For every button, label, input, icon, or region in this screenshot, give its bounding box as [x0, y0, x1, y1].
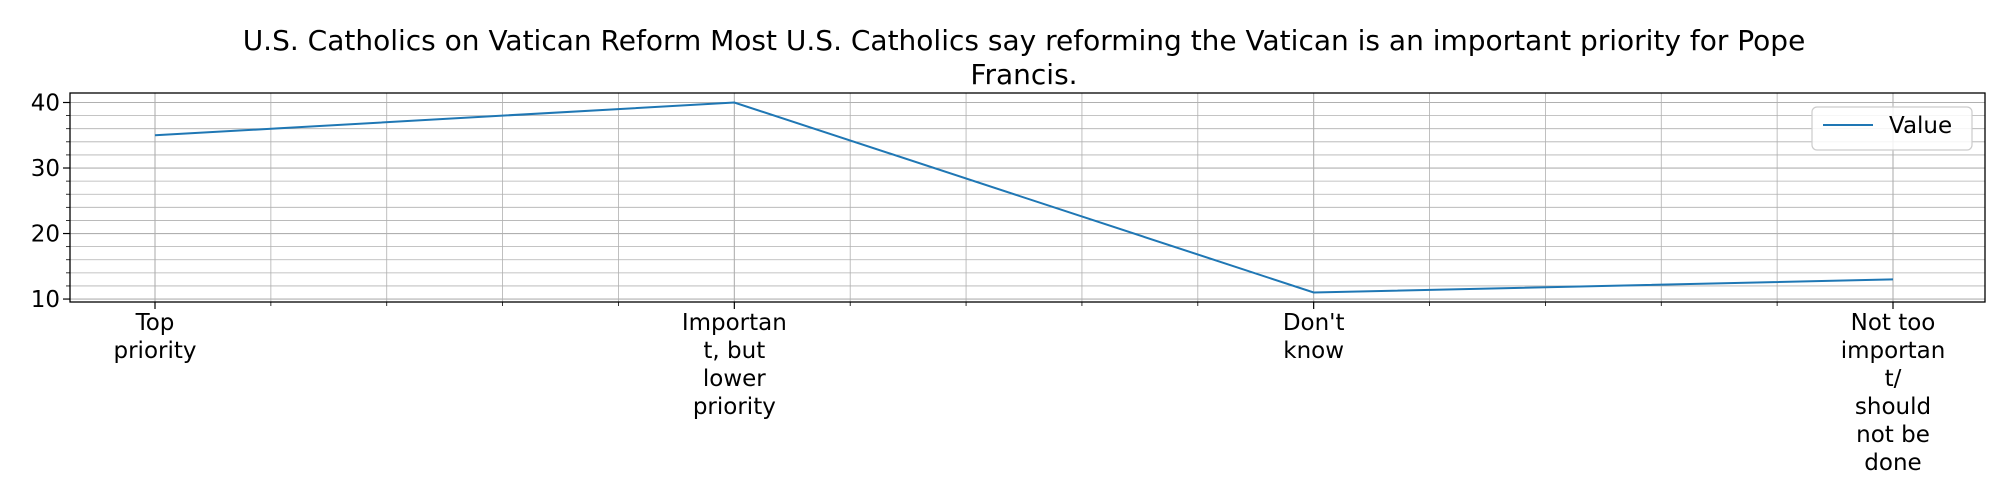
- chart-title-line: U.S. Catholics on Vatican Reform Most U.…: [243, 24, 1806, 57]
- series-group: [154, 101, 1894, 294]
- x-tick-label: should: [1855, 394, 1931, 420]
- x-tick-label: t/: [1885, 366, 1902, 392]
- x-tick-label: priority: [114, 338, 197, 364]
- chart-title: U.S. Catholics on Vatican Reform Most U.…: [243, 24, 1806, 91]
- y-tick-label: 40: [31, 91, 60, 117]
- series-line-value: [154, 101, 1894, 294]
- x-tick-label: Top: [135, 310, 175, 336]
- x-tick-label: lower: [703, 366, 766, 392]
- x-tick-label: t, but: [703, 338, 765, 364]
- x-tick-label: priority: [693, 394, 776, 420]
- legend-label: Value: [1889, 113, 1952, 139]
- x-tick-label: done: [1864, 450, 1921, 476]
- x-tick-label: importan: [1841, 338, 1946, 364]
- legend: Value: [1811, 106, 1973, 151]
- y-tick-label: 20: [31, 222, 60, 248]
- y-tick-label: 10: [31, 287, 60, 313]
- x-tick-label: Not too: [1851, 310, 1936, 336]
- x-tick-label: Importan: [682, 310, 787, 336]
- x-tick-label: know: [1283, 338, 1344, 364]
- x-tick-label: not be: [1856, 422, 1930, 448]
- x-tick-label: Don't: [1283, 310, 1345, 336]
- chart-title-line: Francis.: [970, 58, 1077, 91]
- y-axis: 10 20 30 40: [31, 91, 70, 313]
- grid: [66, 93, 1985, 306]
- plot-area-frame: [69, 92, 1986, 303]
- legend-box: [1811, 106, 1973, 151]
- y-tick-label: 30: [31, 156, 60, 182]
